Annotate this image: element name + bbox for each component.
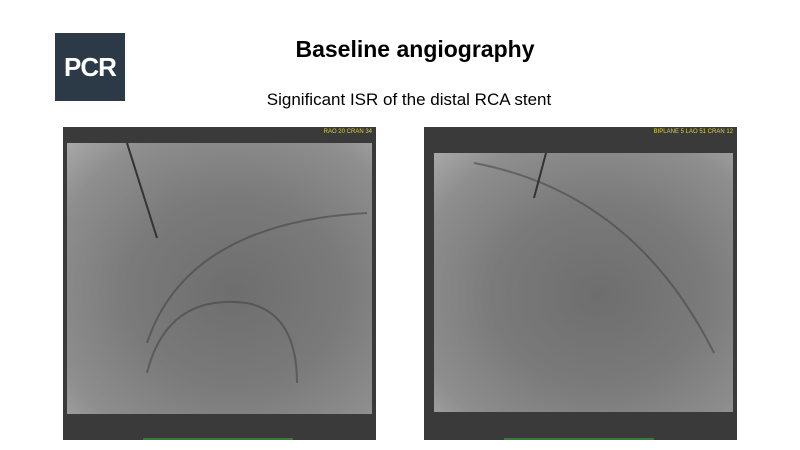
catheter-line bbox=[533, 153, 547, 199]
logo-text: PCR bbox=[64, 51, 117, 82]
slide-title: Baseline angiography bbox=[295, 36, 535, 62]
vessel-outlines bbox=[473, 153, 715, 354]
projection-label: RAO 20 CRAN 34 bbox=[323, 129, 372, 135]
vessel-arc bbox=[146, 300, 298, 384]
angiogram-image bbox=[67, 143, 372, 414]
slide-subtitle: Significant ISR of the distal RCA stent bbox=[266, 90, 552, 109]
angiogram-image bbox=[434, 153, 733, 412]
pcr-logo: PCR bbox=[55, 33, 125, 101]
catheter-line bbox=[126, 143, 158, 239]
vessel-arc bbox=[146, 212, 368, 344]
vessel-outlines bbox=[126, 143, 368, 384]
vessel-arc bbox=[473, 162, 715, 354]
angiogram-left: RAO 20 CRAN 34 bbox=[63, 127, 376, 440]
status-bar bbox=[143, 438, 293, 440]
projection-label: BIPLANE 5 LAO 51 CRAN 12 bbox=[653, 129, 733, 135]
status-bar bbox=[504, 438, 654, 440]
angiogram-right: BIPLANE 5 LAO 51 CRAN 12 bbox=[424, 127, 737, 440]
